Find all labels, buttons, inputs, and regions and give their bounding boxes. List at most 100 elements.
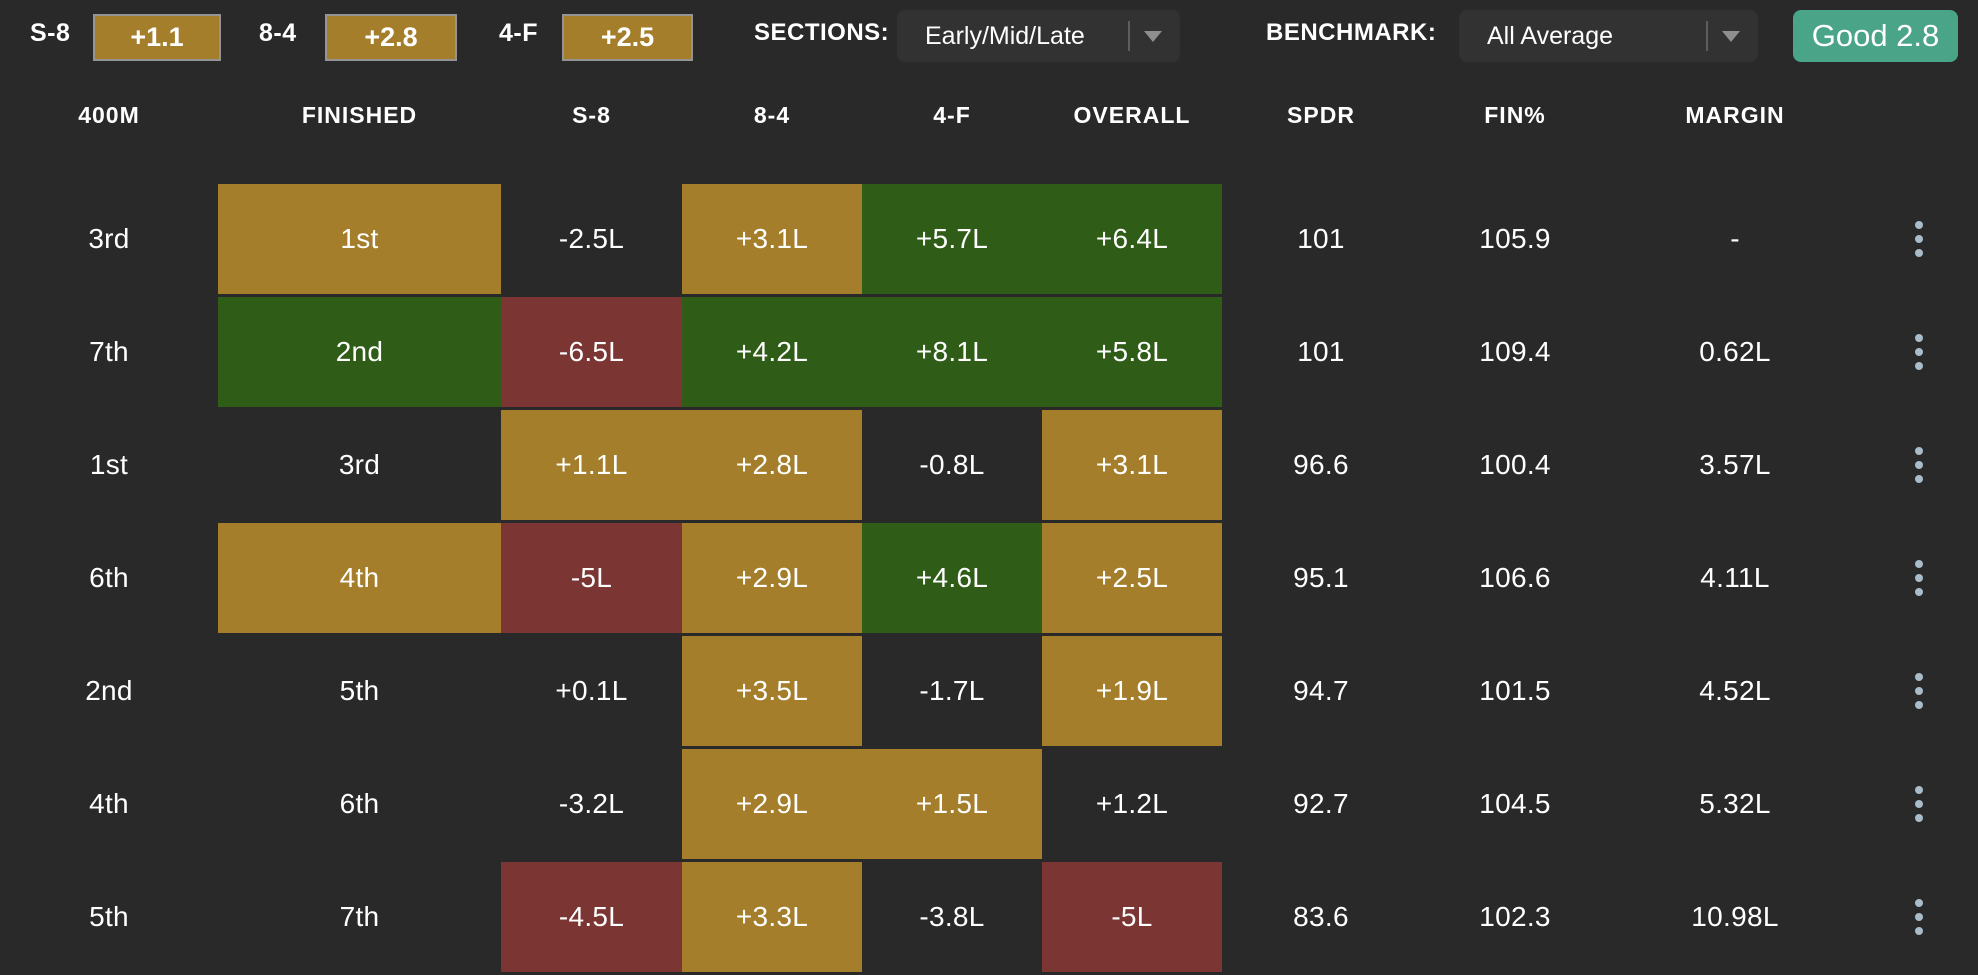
cell-overall: +1.2L	[1095, 788, 1169, 819]
kebab-icon	[1905, 211, 1933, 267]
cell-finished: 5th	[339, 675, 380, 706]
col-400m[interactable]: 400M	[78, 101, 140, 128]
cell-8-4: +2.9L	[682, 523, 862, 633]
row-menu-button[interactable]	[1860, 297, 1978, 407]
stat-badge-s8[interactable]: +1.1	[93, 14, 221, 61]
cell-400m: 1st	[89, 449, 129, 480]
cell-finished: 2nd	[218, 297, 501, 407]
kebab-dot	[1915, 362, 1923, 370]
cell-400m: 6th	[89, 562, 129, 593]
row-menu-button[interactable]	[1860, 410, 1978, 520]
cell-s8: +1.1L	[501, 410, 682, 520]
cell-fin-pct: 104.5	[1479, 788, 1551, 819]
cell-8-4: +2.8L	[682, 410, 862, 520]
cell-4-f: +8.1L	[862, 297, 1042, 407]
kebab-dot	[1915, 588, 1923, 596]
col-finished[interactable]: FINISHED	[301, 101, 418, 128]
table-row: 5th 7th -4.5L +3.3L -3.8L -5L 83.6 102.3…	[0, 862, 1978, 972]
sections-value: Early/Mid/Late	[925, 21, 1085, 50]
row-menu-button[interactable]	[1860, 636, 1978, 746]
stat-label-8-4: 8-4	[259, 18, 297, 47]
condition-badge[interactable]: Good 2.8	[1793, 10, 1958, 62]
table-row: 2nd 5th +0.1L +3.5L -1.7L +1.9L 94.7 101…	[0, 636, 1978, 746]
kebab-dot	[1915, 786, 1923, 794]
kebab-dot	[1915, 927, 1923, 935]
cell-4-f: -0.8L	[919, 449, 985, 480]
kebab-dot	[1915, 814, 1923, 822]
kebab-dot	[1915, 687, 1923, 695]
cell-fin-pct: 106.6	[1479, 562, 1551, 593]
row-menu-button[interactable]	[1860, 749, 1978, 859]
row-menu-button[interactable]	[1860, 862, 1978, 972]
stat-badge-8-4[interactable]: +2.8	[325, 14, 457, 61]
chevron-down-icon	[1722, 30, 1740, 42]
cell-margin: 5.32L	[1699, 788, 1771, 819]
cell-overall: +6.4L	[1042, 184, 1222, 294]
row-menu-button[interactable]	[1860, 184, 1978, 294]
kebab-dot	[1915, 913, 1923, 921]
col-menu	[1860, 90, 1978, 140]
cell-s8: -2.5L	[558, 223, 625, 254]
cell-8-4: +3.1L	[682, 184, 862, 294]
table-row: 4th 6th -3.2L +2.9L +1.5L +1.2L 92.7 104…	[0, 749, 1978, 859]
cell-400m: 3rd	[88, 223, 130, 254]
cell-400m: 2nd	[85, 675, 133, 706]
col-spdr[interactable]: SPDR	[1287, 101, 1355, 128]
cell-8-4: +3.5L	[682, 636, 862, 746]
cell-8-4: +2.9L	[682, 749, 862, 859]
kebab-dot	[1915, 235, 1923, 243]
row-menu-button[interactable]	[1860, 523, 1978, 633]
cell-spdr: 92.7	[1293, 788, 1349, 819]
stat-badge-4-f[interactable]: +2.5	[562, 14, 693, 61]
table-body: 3rd 1st -2.5L +3.1L +5.7L +6.4L 101 105.…	[0, 184, 1978, 975]
cell-spdr: 101	[1297, 223, 1345, 254]
cell-finished: 6th	[339, 788, 380, 819]
cell-spdr: 94.7	[1293, 675, 1349, 706]
cell-margin: 4.11L	[1700, 562, 1770, 593]
kebab-icon	[1905, 550, 1933, 606]
dropdown-divider	[1706, 21, 1708, 51]
chevron-down-icon	[1144, 30, 1162, 42]
kebab-icon	[1905, 776, 1933, 832]
col-s8[interactable]: S-8	[572, 101, 611, 128]
kebab-dot	[1915, 249, 1923, 257]
col-4-f[interactable]: 4-F	[933, 101, 971, 128]
cell-8-4: +3.3L	[682, 862, 862, 972]
kebab-icon	[1905, 324, 1933, 380]
cell-spdr: 95.1	[1293, 562, 1349, 593]
benchmark-value: All Average	[1487, 21, 1614, 50]
sections-dropdown[interactable]: Early/Mid/Late	[897, 10, 1180, 62]
cell-spdr: 83.6	[1293, 901, 1349, 932]
sections-label: SECTIONS:	[754, 19, 890, 46]
cell-400m: 7th	[89, 336, 129, 367]
cell-spdr: 101	[1297, 336, 1345, 367]
cell-fin-pct: 102.3	[1479, 901, 1551, 932]
cell-margin: -	[1730, 223, 1740, 254]
cell-finished: 1st	[218, 184, 501, 294]
cell-margin: 0.62L	[1699, 336, 1771, 367]
kebab-dot	[1915, 221, 1923, 229]
cell-4-f: -3.8L	[919, 901, 985, 932]
benchmark-dropdown[interactable]: All Average	[1459, 10, 1758, 62]
cell-fin-pct: 101.5	[1479, 675, 1551, 706]
col-margin[interactable]: MARGIN	[1685, 101, 1785, 128]
benchmark-label: BENCHMARK:	[1266, 19, 1437, 46]
kebab-dot	[1915, 461, 1923, 469]
cell-400m: 4th	[89, 788, 129, 819]
cell-margin: 3.57L	[1699, 449, 1771, 480]
col-fin-pct[interactable]: FIN%	[1484, 101, 1546, 128]
col-8-4[interactable]: 8-4	[753, 101, 791, 128]
col-overall[interactable]: OVERALL	[1073, 101, 1191, 128]
cell-s8: -3.2L	[558, 788, 625, 819]
kebab-icon	[1905, 663, 1933, 719]
kebab-dot	[1915, 899, 1923, 907]
cell-s8: -6.5L	[501, 297, 682, 407]
cell-overall: +3.1L	[1042, 410, 1222, 520]
cell-finished: 7th	[339, 901, 380, 932]
kebab-dot	[1915, 560, 1923, 568]
table-row: 7th 2nd -6.5L +4.2L +8.1L +5.8L 101 109.…	[0, 297, 1978, 407]
cell-finished: 4th	[218, 523, 501, 633]
cell-s8: -4.5L	[501, 862, 682, 972]
cell-margin: 10.98L	[1691, 901, 1779, 932]
table-row: 1st 3rd +1.1L +2.8L -0.8L +3.1L 96.6 100…	[0, 410, 1978, 520]
